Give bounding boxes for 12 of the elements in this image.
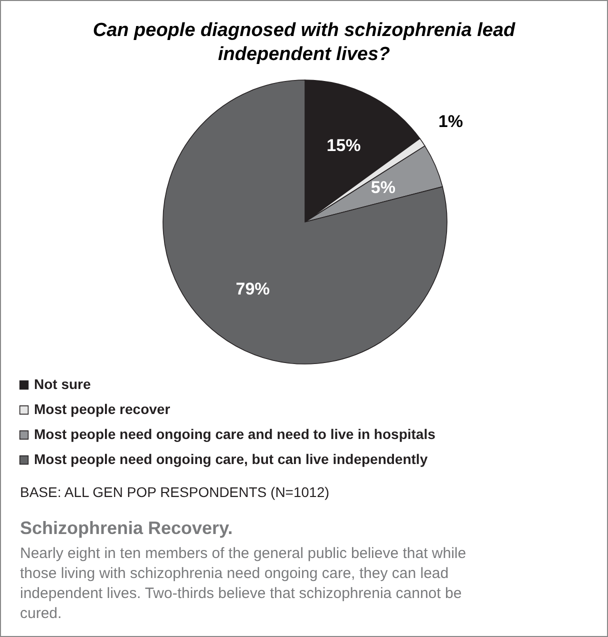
data-label: 5%: [370, 178, 396, 198]
text: BASE: ALL GEN POP RESPONDENTS (N=1012): [20, 484, 330, 500]
data-label: 1%: [438, 112, 463, 131]
text: Schizophrenia Recovery.: [20, 518, 233, 538]
legend-label: Not sure: [34, 376, 91, 392]
chart-title: Can people diagnosed with schizophrenia lead independent lives?: [92, 20, 516, 65]
legend-label: Most people recover: [34, 401, 171, 417]
text: Nearly eight in ten members of the general public believe that while those living with schizophrenia need ongoing care, they can lead independent lives. Two-thirds believe that schizophrenia cannot be cured.: [20, 545, 466, 622]
legend-label: Most people need ongoing care, but can live independently: [34, 451, 428, 467]
legend-label: Most people need ongoing care and need to live in hospitals: [34, 426, 436, 442]
data-label: 15%: [326, 136, 361, 156]
data-label: 79%: [236, 279, 270, 298]
